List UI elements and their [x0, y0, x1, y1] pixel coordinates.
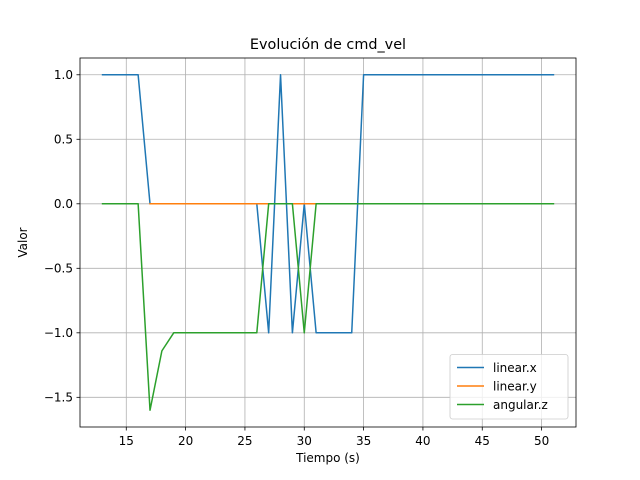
plot-lines [101, 74, 555, 411]
y-tick-label: −0.5 [44, 262, 73, 276]
y-tick-label: 1.0 [54, 68, 73, 82]
x-tick-label: 50 [534, 434, 549, 448]
legend-box [449, 354, 569, 420]
series-line-angular-z [101, 203, 555, 411]
x-tick-label: 35 [356, 434, 371, 448]
x-axis-title: Tiempo (s) [295, 451, 360, 465]
x-tick-label: 45 [475, 434, 490, 448]
y-axis-title: Valor [16, 227, 30, 257]
plot-frame [79, 57, 577, 428]
legend-label: angular.z [493, 398, 548, 412]
x-tick-label: 30 [297, 434, 312, 448]
chart-title: Evolución de cmd_vel [250, 37, 406, 53]
legend-label: linear.y [493, 379, 537, 393]
legend: linear.x linear.y angular.z [449, 354, 569, 420]
x-tick-label: 15 [119, 434, 134, 448]
y-tick-label: 0.5 [54, 133, 73, 147]
y-tick-label: 0.0 [54, 197, 73, 211]
y-tick-label: −1.5 [44, 391, 73, 405]
x-tick-label: 25 [237, 434, 252, 448]
y-tick-label: −1.0 [44, 326, 73, 340]
legend-label: linear.x [493, 361, 537, 375]
x-tick-label: 40 [415, 434, 430, 448]
axis-ticks: 15 20 25 30 35 40 45 50 1.0 0.5 0.0 −0.5 −1.0 −1.5 [44, 68, 549, 448]
x-tick-label: 20 [178, 434, 193, 448]
